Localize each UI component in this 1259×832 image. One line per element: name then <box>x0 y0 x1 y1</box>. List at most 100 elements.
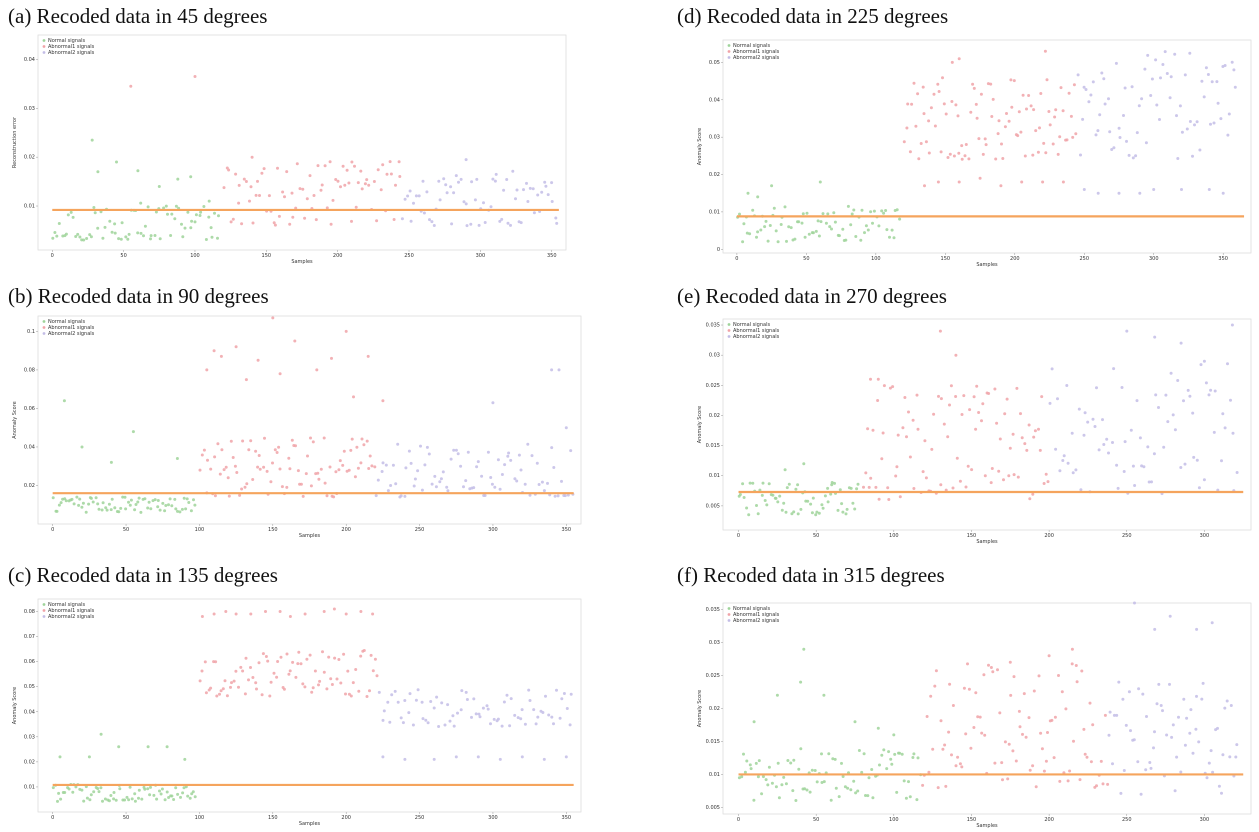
legend-label: Abnormal1 signals <box>48 608 95 614</box>
scatter-point <box>414 194 418 198</box>
scatter-point <box>929 694 933 698</box>
scatter-point <box>489 722 492 726</box>
scatter-point <box>845 507 849 511</box>
scatter-point <box>1112 713 1116 717</box>
scatter-point <box>523 482 527 486</box>
scatter-point <box>1195 120 1199 124</box>
scatter-point <box>1103 102 1107 106</box>
scatter-point <box>200 669 204 673</box>
plot-frame <box>37 598 582 813</box>
scatter-point <box>1040 747 1044 751</box>
scatter-point <box>182 496 186 500</box>
scatter-point <box>792 510 796 514</box>
scatter-point <box>1182 399 1185 403</box>
scatter-point <box>376 478 380 482</box>
scatter-point <box>170 504 174 508</box>
scatter-point <box>969 110 973 114</box>
data-points <box>51 607 573 803</box>
scatter-point <box>176 509 179 513</box>
scatter-point <box>460 689 464 693</box>
scatter-point <box>1103 713 1107 717</box>
scatter-point <box>209 686 213 690</box>
scatter-point <box>92 206 96 209</box>
scatter-point <box>1117 126 1121 130</box>
scatter-point <box>322 436 326 440</box>
y-tick-label: 0.03 <box>24 106 35 112</box>
scatter-point <box>1143 67 1147 71</box>
scatter-point <box>355 445 359 449</box>
scatter-point <box>958 479 962 483</box>
scatter-point <box>754 761 758 765</box>
scatter-point <box>890 228 894 232</box>
scatter-point <box>303 612 307 616</box>
scatter-point <box>207 199 211 203</box>
scatter-point <box>870 768 874 771</box>
scatter-point <box>1066 461 1070 465</box>
plot-frame <box>37 315 582 525</box>
scatter-point <box>1235 471 1239 474</box>
scatter-point <box>1140 464 1144 468</box>
scatter-point <box>887 750 891 754</box>
scatter-point <box>1186 388 1190 392</box>
scatter-point <box>826 212 830 216</box>
scatter-point <box>275 451 279 454</box>
scatter-point <box>309 436 312 440</box>
chart-b: 0 50 100 150 200 250 300 3500.020.040.060.080.1… <box>12 315 582 539</box>
scatter-point <box>379 188 383 192</box>
scatter-point <box>421 717 425 721</box>
scatter-point <box>435 695 439 699</box>
scatter-point <box>833 757 837 761</box>
y-tick-label: 0.01 <box>24 784 35 790</box>
y-tick-label: 0.02 <box>24 155 35 161</box>
scatter-point <box>125 795 129 799</box>
scatter-point <box>837 234 841 238</box>
scatter-point <box>401 721 405 725</box>
scatter-point <box>956 755 960 759</box>
scatter-point <box>76 232 80 236</box>
scatter-point <box>560 697 564 701</box>
y-tick-label: 0.03 <box>24 734 35 740</box>
scatter-point <box>519 717 523 721</box>
scatter-point <box>960 157 964 161</box>
scatter-point <box>929 106 933 110</box>
scatter-point <box>826 500 830 504</box>
scatter-point <box>347 468 351 472</box>
scatter-point <box>295 162 299 166</box>
scatter-point <box>413 477 417 481</box>
scatter-point <box>974 691 978 695</box>
scatter-point <box>1212 121 1216 125</box>
scatter-point <box>59 501 63 505</box>
scatter-point <box>422 211 426 215</box>
scatter-point <box>493 179 497 183</box>
scatter-point <box>278 372 282 376</box>
scatter-point <box>114 798 118 802</box>
scatter-point <box>938 329 942 333</box>
scatter-point <box>476 460 480 464</box>
x-tick-label: 0 <box>737 533 740 539</box>
scatter-point <box>741 240 745 244</box>
scatter-point <box>174 786 178 790</box>
scatter-point <box>87 755 91 759</box>
scatter-point <box>1124 723 1128 727</box>
scatter-point <box>756 512 760 516</box>
scatter-point <box>811 231 815 235</box>
scatter-point <box>445 191 449 195</box>
scatter-point <box>1034 129 1038 133</box>
scatter-point <box>232 679 236 683</box>
scatter-point <box>373 465 377 469</box>
scatter-point <box>304 472 308 476</box>
scatter-point <box>1083 752 1087 756</box>
scatter-point <box>491 401 495 405</box>
scatter-point <box>392 218 396 221</box>
scatter-point <box>371 669 375 673</box>
scatter-point <box>789 761 793 765</box>
scatter-point <box>1031 492 1035 496</box>
scatter-point <box>942 102 946 106</box>
scatter-point <box>859 238 863 242</box>
scatter-point <box>950 60 954 64</box>
scatter-point <box>264 610 267 613</box>
scatter-point <box>127 500 130 504</box>
scatter-point <box>1127 690 1131 694</box>
scatter-point <box>1003 740 1007 744</box>
scatter-point <box>373 657 377 661</box>
